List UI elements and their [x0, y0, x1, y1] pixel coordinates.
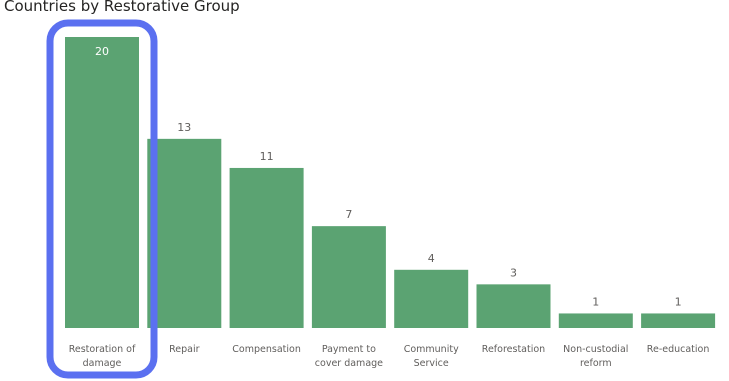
- highlight-outline: [46, 19, 158, 379]
- data-label-3: 11: [260, 150, 274, 163]
- bar-4: [311, 226, 386, 328]
- category-label-3: Compensation: [232, 344, 301, 355]
- bar-6: [476, 284, 551, 328]
- bar-7: [558, 313, 633, 328]
- category-label-2: Repair: [169, 344, 200, 355]
- data-label-2: 13: [177, 121, 191, 134]
- chart-title: Countries by Restorative Group: [4, 0, 240, 15]
- bar-8: [641, 313, 716, 328]
- bar-1: [65, 37, 139, 328]
- category-label-4: Payment to cover damage: [315, 344, 383, 369]
- data-label-7: 1: [592, 295, 599, 308]
- bar-5: [394, 269, 469, 328]
- data-label-6: 3: [510, 266, 517, 279]
- bar-2: [147, 138, 222, 328]
- category-label-5: Community Service: [404, 344, 459, 369]
- data-label-4: 7: [345, 208, 352, 221]
- category-label-8: Re-education: [647, 344, 710, 355]
- category-label-1: Restoration of damage: [69, 344, 136, 369]
- category-label-7: Non-custodial reform: [563, 344, 628, 369]
- bar-3: [229, 167, 304, 328]
- data-label-8: 1: [675, 295, 682, 308]
- data-label-5: 4: [428, 252, 435, 265]
- category-label-6: Reforestation: [482, 344, 545, 355]
- data-label-1: 20: [95, 45, 109, 58]
